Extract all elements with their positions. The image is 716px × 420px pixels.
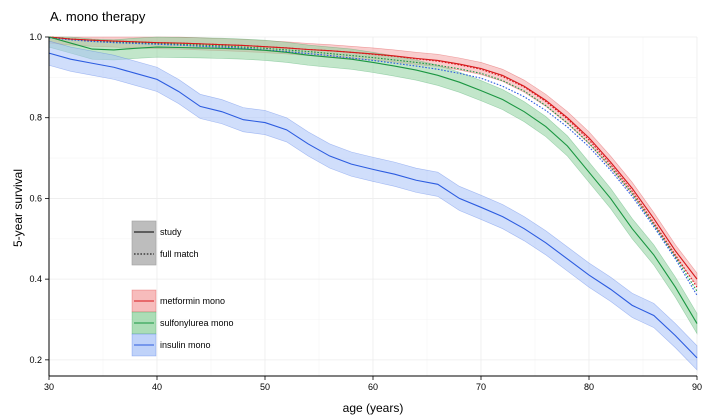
x-tick-label: 70 — [476, 382, 486, 392]
legend-series-label: sulfonylurea mono — [160, 318, 234, 328]
sulfonylurea-band — [48, 36, 698, 335]
insulin-band — [48, 40, 698, 371]
tick-labels: 30 40 50 60 70 80 90 0.2 0.4 0.6 0.8 1.0 — [29, 32, 702, 392]
legend-linetype-label: full match — [160, 249, 199, 259]
x-tick-label: 60 — [368, 382, 378, 392]
y-tick-label: 1.0 — [29, 32, 42, 42]
y-tick-label: 0.8 — [29, 113, 42, 123]
insulin-study-line — [48, 52, 698, 359]
y-tick-label: 0.6 — [29, 193, 42, 203]
legend-series-label: metformin mono — [160, 296, 225, 306]
legend-linetype-label: study — [160, 227, 182, 237]
y-axis-label: 5-year survival — [11, 169, 25, 247]
x-tick-label: 30 — [44, 382, 54, 392]
sulfonylurea-full-match-line — [48, 36, 698, 292]
confidence-bands — [48, 36, 698, 371]
y-tick-label: 0.2 — [29, 355, 42, 365]
x-tick-label: 80 — [584, 382, 594, 392]
metformin-study-line — [48, 36, 698, 280]
series-lines — [48, 36, 698, 359]
insulin-full-match-line — [48, 37, 698, 296]
x-tick-label: 40 — [152, 382, 162, 392]
y-tick-label: 0.4 — [29, 274, 42, 284]
chart-title: A. mono therapy — [50, 9, 146, 24]
legend: study full match metformin mono sulfonylure… — [131, 220, 234, 357]
sulfonylurea-study-line — [48, 36, 698, 324]
x-axis-label: age (years) — [343, 401, 404, 415]
x-tick-label: 50 — [260, 382, 270, 392]
legend-key-background — [131, 220, 157, 266]
legend-series-label: insulin mono — [160, 340, 211, 350]
x-tick-label: 90 — [692, 382, 702, 392]
